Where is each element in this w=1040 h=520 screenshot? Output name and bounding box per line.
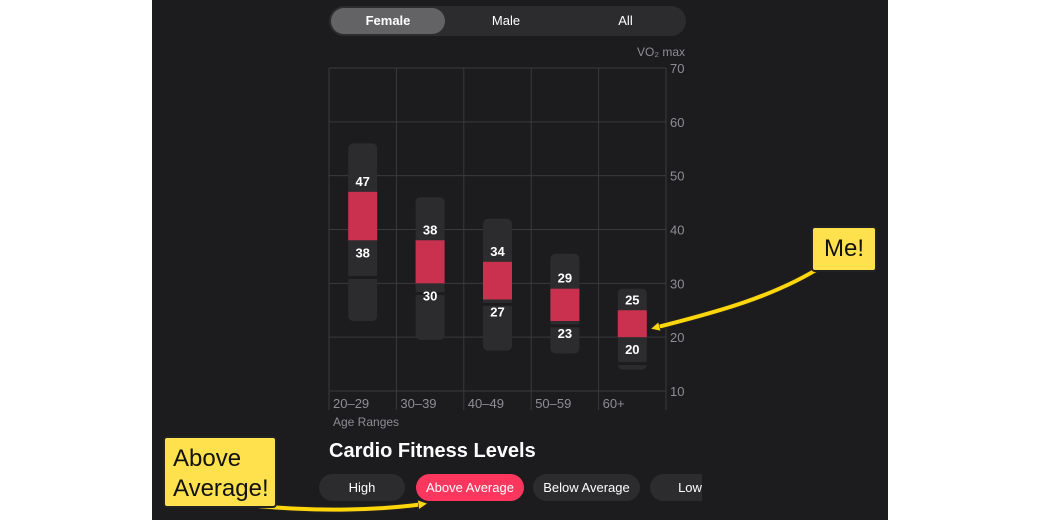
- sex-segmented-control: Female Male All: [329, 6, 686, 36]
- range-track-divider: [617, 362, 647, 366]
- level-above-average-button[interactable]: Above Average: [416, 474, 524, 501]
- y-tick-label: 70: [670, 61, 684, 76]
- x-tick-label: 40–49: [468, 396, 504, 411]
- above-average-callout-line2: Average!: [173, 475, 269, 502]
- x-tick-label: 50–59: [535, 396, 571, 411]
- upper-value-label: 25: [625, 292, 639, 307]
- cardio-fitness-screen: Female Male All 10 20 30 40 50 60 70 VO₂ max 47 3…: [152, 0, 888, 520]
- lower-value-label: 27: [490, 304, 504, 319]
- highlight-bar: [483, 261, 512, 300]
- tab-female[interactable]: Female: [331, 8, 445, 34]
- section-title: Cardio Fitness Levels: [329, 440, 536, 462]
- level-high-button[interactable]: High: [319, 474, 405, 501]
- x-tick-label: 30–39: [400, 396, 436, 411]
- x-axis-title: Age Ranges: [333, 415, 399, 429]
- highlight-bar: [617, 310, 647, 338]
- me-callout: Me!: [811, 226, 877, 272]
- upper-value-label: 47: [355, 174, 369, 189]
- upper-value-label: 29: [558, 271, 572, 286]
- y-tick-label: 10: [670, 384, 684, 399]
- tab-all[interactable]: All: [618, 13, 633, 28]
- upper-value-label: 38: [423, 222, 437, 237]
- lower-value-label: 23: [558, 326, 572, 341]
- x-tick-label: 60+: [603, 396, 625, 411]
- range-track-divider: [348, 275, 378, 279]
- y-tick-label: 20: [670, 330, 684, 345]
- y-tick-label: 50: [670, 169, 684, 184]
- range-track-divider: [550, 324, 580, 328]
- level-below-average-button[interactable]: Below Average: [533, 474, 640, 501]
- highlight-bar: [415, 240, 445, 284]
- range-track-divider: [483, 302, 512, 306]
- level-low-button[interactable]: Low: [650, 474, 702, 501]
- y-axis-title: VO₂ max: [637, 45, 685, 59]
- vo2max-range-chart: 10 20 30 40 50 60 70 VO₂ max 47 38 20–29 38 30 30–39 3…: [328, 45, 685, 429]
- range-track-divider: [415, 292, 445, 296]
- x-tick-label: 20–29: [333, 396, 369, 411]
- upper-value-label: 34: [490, 244, 505, 259]
- above-average-callout: Above Average!: [163, 436, 277, 508]
- lower-value-label: 30: [423, 288, 437, 303]
- highlight-bar: [348, 191, 378, 241]
- lower-value-label: 38: [355, 245, 369, 260]
- y-tick-label: 30: [670, 276, 684, 291]
- y-tick-label: 40: [670, 223, 684, 238]
- tab-male[interactable]: Male: [491, 13, 521, 28]
- highlight-bar: [550, 288, 580, 322]
- fitness-level-filter: High Above Average Below Average Low: [319, 474, 702, 502]
- y-tick-label: 60: [670, 115, 684, 130]
- above-average-callout-line1: Above: [173, 445, 242, 472]
- lower-value-label: 20: [625, 342, 639, 357]
